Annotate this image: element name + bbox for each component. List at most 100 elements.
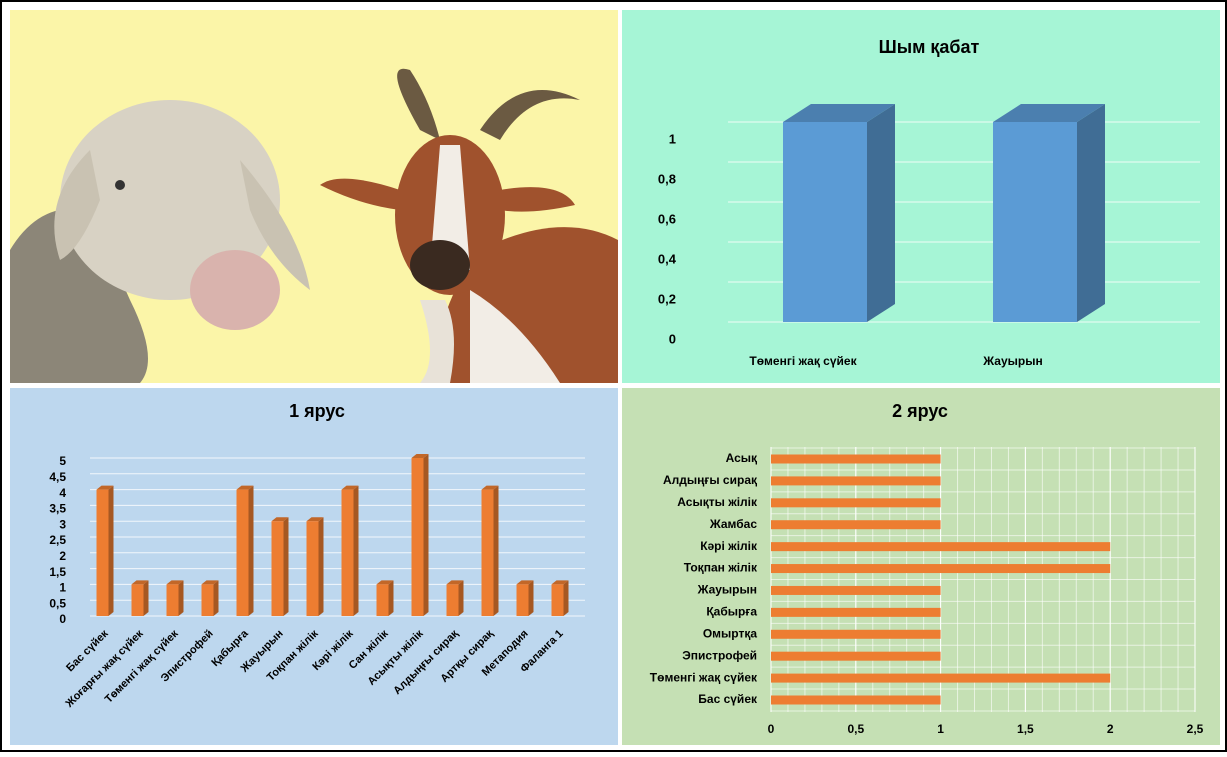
y-tick-label: 2 <box>59 549 66 563</box>
chart-title: 1 ярус <box>289 401 345 421</box>
bar-top <box>201 580 219 585</box>
bar <box>771 607 941 617</box>
bar <box>96 489 109 616</box>
bar-top <box>341 485 359 490</box>
bar-top <box>446 580 464 585</box>
bar-side <box>248 485 254 616</box>
y-tick-label: Жамбас <box>709 517 757 531</box>
bar <box>236 489 249 616</box>
x-tick-label: 1,5 <box>1017 722 1034 736</box>
y-tick-label: 2,5 <box>49 533 66 547</box>
y-tick-label: 0,6 <box>658 211 676 226</box>
bar <box>166 584 179 616</box>
bar <box>771 673 1111 683</box>
bar <box>411 458 424 616</box>
x-tick-label: 0 <box>768 722 775 736</box>
goat <box>320 68 618 383</box>
bar-top <box>271 517 289 522</box>
bar <box>516 584 529 616</box>
y-tick-label: Қабырға <box>706 605 757 619</box>
bar-side <box>528 580 534 616</box>
bar <box>201 584 214 616</box>
y-tick-label: 1 <box>59 581 66 595</box>
bar-top <box>516 580 534 585</box>
y-tick-label: 3,5 <box>49 502 66 516</box>
bar-top <box>411 454 429 458</box>
y-tick-label: Асық <box>726 451 757 465</box>
bar <box>271 521 284 616</box>
bar-side <box>867 104 895 322</box>
bar-side <box>423 454 429 616</box>
bar-top <box>481 485 499 490</box>
y-tick-label: 4,5 <box>49 470 66 484</box>
bar <box>783 122 867 322</box>
y-tick-label: 0 <box>59 612 66 626</box>
y-tick-label: 1 <box>669 131 676 146</box>
bar-side <box>108 485 114 616</box>
bar-side <box>353 485 359 616</box>
bar <box>771 564 1111 574</box>
chart-title: 2 ярус <box>892 401 948 421</box>
panel-top-right <box>622 10 1220 383</box>
bar <box>446 584 459 616</box>
bar <box>771 651 941 661</box>
bar-side <box>388 580 394 616</box>
bar-top <box>376 580 394 585</box>
bar-top <box>166 580 184 585</box>
chart-title: Шым қабат <box>879 37 980 57</box>
bar-top <box>551 580 569 585</box>
bar <box>993 122 1077 322</box>
y-tick-label: 0,2 <box>658 291 676 306</box>
bar-top <box>236 485 254 490</box>
bar <box>306 521 319 616</box>
bar-side <box>318 517 324 616</box>
y-tick-label: Жауырын <box>697 583 757 597</box>
y-tick-label: Алдыңғы сирақ <box>663 473 757 487</box>
bar <box>481 489 494 616</box>
sheep <box>10 100 310 383</box>
bar <box>771 476 941 486</box>
y-tick-label: Омыртқа <box>703 626 758 640</box>
bar-side <box>458 580 464 616</box>
bar-side <box>178 580 184 616</box>
bar-top <box>993 104 1105 122</box>
bar-top <box>783 104 895 122</box>
y-tick-label: 3 <box>59 517 66 531</box>
bar-side <box>493 485 499 616</box>
y-tick-label: 0,8 <box>658 171 676 186</box>
y-tick-label: Бас сүйек <box>698 692 758 706</box>
bar <box>771 498 941 508</box>
y-tick-label: Асықты жілік <box>677 495 758 509</box>
y-tick-label: 0,5 <box>49 596 66 610</box>
x-tick-label: 2 <box>1107 722 1114 736</box>
x-tick-label: 0,5 <box>847 722 864 736</box>
y-tick-label: Төменгі жақ сүйек <box>650 670 758 684</box>
x-tick-label: Төменгі жақ сүйек <box>749 354 857 368</box>
bar-top <box>96 485 114 490</box>
y-tick-label: Тоқпан жілік <box>684 561 758 575</box>
bar <box>771 585 941 595</box>
bar <box>341 489 354 616</box>
bar-side <box>213 580 219 616</box>
bar <box>771 629 941 639</box>
y-tick-label: 4 <box>59 486 66 500</box>
bar-top <box>131 580 149 585</box>
y-tick-label: Эпистрофей <box>682 648 757 662</box>
y-tick-label: 0 <box>669 331 676 346</box>
x-tick-label: Жауырын <box>982 354 1042 368</box>
x-tick-label: 1 <box>937 722 944 736</box>
bar <box>376 584 389 616</box>
bar-side <box>283 517 289 616</box>
bar <box>131 584 144 616</box>
y-tick-label: 5 <box>59 454 66 468</box>
bar-side <box>563 580 569 616</box>
bar <box>771 520 941 530</box>
y-tick-label: Кәрі жілік <box>700 539 758 553</box>
bar-side <box>1077 104 1105 322</box>
y-tick-label: 0,4 <box>658 251 677 266</box>
y-tick-label: 1,5 <box>49 565 66 579</box>
bar-side <box>143 580 149 616</box>
bar <box>551 584 564 616</box>
bar <box>771 542 1111 552</box>
